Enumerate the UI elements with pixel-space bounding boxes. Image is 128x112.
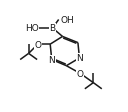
Text: B: B [49, 24, 56, 33]
Text: O: O [77, 69, 84, 78]
Text: N: N [48, 56, 55, 64]
Text: O: O [34, 40, 41, 49]
Text: OH: OH [60, 16, 74, 25]
Text: N: N [76, 54, 83, 63]
Text: HO: HO [25, 24, 39, 33]
